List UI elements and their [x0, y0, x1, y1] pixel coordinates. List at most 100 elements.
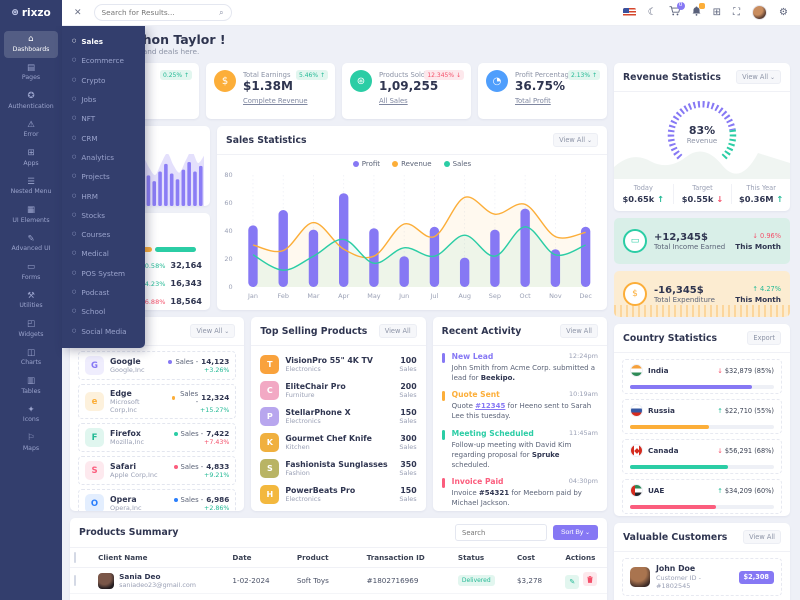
bold-text: Beekipo.: [480, 374, 516, 383]
revenue-gauge: [667, 100, 737, 159]
submenu-item-school[interactable]: ○ School: [62, 302, 145, 321]
notifications-bell-icon[interactable]: [692, 3, 705, 19]
language-flag-icon[interactable]: [622, 8, 636, 17]
sidebar-item-icons[interactable]: ✦ Icons: [4, 402, 58, 429]
submenu-item-ecommerce[interactable]: ○ Ecommerce: [62, 51, 145, 70]
submenu-item-nft[interactable]: ○ NFT: [62, 109, 145, 128]
sidebar-item-widgets[interactable]: ◰ Widgets: [4, 316, 58, 343]
submenu-item-courses[interactable]: ○ Courses: [62, 225, 145, 244]
submenu-item-pos-system[interactable]: ○ POS System: [62, 264, 145, 283]
stat-link[interactable]: All Sales: [379, 97, 408, 105]
submenu-item-jobs[interactable]: ○ Jobs: [62, 90, 145, 109]
sidebar-item-forms[interactable]: ▭ Forms: [4, 259, 58, 286]
sidebar-nav: ⌂ Dashboards ▤ Pages ✪ Authentication ⚠ Error ⊞ A…: [0, 26, 62, 600]
submenu-item-label: HRM: [81, 191, 98, 201]
legend-item-revenue[interactable]: Revenue: [392, 160, 432, 168]
sidebar-item-ui-elements[interactable]: ▦ UI Elements: [4, 202, 58, 229]
app-logo[interactable]: ⊛ rixzo: [0, 0, 62, 26]
view-all-button[interactable]: View All: [560, 324, 598, 338]
country-progress-track: [630, 425, 774, 429]
product-sales-value: 350: [400, 459, 417, 469]
sidebar-item-maps[interactable]: ⚐ Maps: [4, 430, 58, 457]
submenu-item-projects[interactable]: ○ Projects: [62, 167, 145, 186]
sidebar-item-nested-menu[interactable]: ☰ Nested Menu: [4, 174, 58, 201]
activity-title: Invoice Paid 04:30pm: [451, 476, 598, 486]
sidebar-item-apps[interactable]: ⊞ Apps: [4, 145, 58, 172]
export-button[interactable]: Export: [747, 331, 781, 345]
user-avatar[interactable]: [752, 5, 768, 20]
card-title: Recent Activity: [441, 325, 522, 337]
table-search-input[interactable]: [455, 524, 547, 541]
submenu-item-stocks[interactable]: ○ Stocks: [62, 206, 145, 225]
dark-mode-icon[interactable]: ☾: [647, 6, 657, 18]
submenu-item-hrm[interactable]: ○ HRM: [62, 186, 145, 205]
sidebar-item-pages[interactable]: ▤ Pages: [4, 60, 58, 87]
view-all-button[interactable]: View All: [743, 530, 781, 544]
select-all-checkbox[interactable]: [74, 552, 76, 563]
expenditure-amount: -16,345$: [654, 284, 704, 296]
view-all-dropdown[interactable]: View All: [553, 133, 598, 147]
browser-row: F Firefox Mozilla,Inc Sales - 7,422 +7.43%: [78, 423, 237, 452]
stat-link[interactable]: Total Profit: [515, 97, 551, 105]
sidebar-item-utilities[interactable]: ⚒ Utilities: [4, 288, 58, 315]
submenu-item-social-media[interactable]: ○ Social Media: [62, 321, 145, 340]
column-header: Status: [453, 547, 513, 568]
apps-grid-icon[interactable]: ⊞: [712, 6, 722, 18]
view-all-dropdown[interactable]: View All: [190, 324, 236, 338]
submenu-item-podcast[interactable]: ○ Podcast: [62, 283, 145, 302]
expenditure-card: $ -16,345$ Total Expenditure ↑ 4.27% Thi…: [614, 271, 790, 317]
quote-link[interactable]: #12345: [475, 402, 506, 411]
view-all-dropdown[interactable]: View All: [736, 70, 781, 84]
submenu-item-crm[interactable]: ○ CRM: [62, 128, 145, 147]
trend-pct: ↓ 6.88%: [137, 298, 166, 306]
product-list: T VisionPro 55" 4K TV Electronics 100 Sales C…: [251, 346, 425, 511]
legend-item-sales[interactable]: Sales: [443, 160, 471, 168]
submenu-item-label: NFT: [81, 114, 96, 124]
close-icon[interactable]: ✕: [74, 7, 82, 18]
search-input[interactable]: [101, 8, 220, 17]
submenu-item-sales[interactable]: ○ Sales: [62, 32, 145, 51]
edit-icon[interactable]: ✎: [565, 574, 580, 589]
delete-icon[interactable]: [583, 572, 598, 587]
sales-label: Sales -: [180, 429, 204, 438]
advanced-ui-icon: ✎: [27, 233, 35, 244]
card-title: Products Summary: [79, 527, 179, 538]
product-name: StellarPhone X: [285, 407, 351, 417]
activity-marker: [441, 353, 445, 363]
sidebar-item-dashboards[interactable]: ⌂ Dashboards: [4, 31, 58, 58]
row-checkbox[interactable]: [74, 575, 76, 586]
income-pct: ↓ 0.96%: [752, 231, 781, 240]
svg-text:Nov: Nov: [549, 293, 562, 300]
card-title: Country Statistics: [623, 332, 718, 344]
canada-flag-icon: [630, 444, 643, 457]
sort-by-button[interactable]: Sort By: [553, 525, 598, 540]
chart-legend: Profit Revenue Sales: [217, 155, 607, 169]
trend-arrow-icon: ↓: [717, 446, 725, 455]
settings-gear-icon[interactable]: ⚙: [779, 6, 788, 18]
view-all-button[interactable]: View All: [378, 324, 417, 338]
sidebar-item-charts[interactable]: ◫ Charts: [4, 345, 58, 372]
stat-value: 1,09,255: [379, 79, 439, 93]
sales-dot: [171, 395, 176, 400]
stat-link[interactable]: Complete Revenue: [243, 97, 308, 105]
trend-arrow-icon: ↑: [776, 194, 784, 204]
revenue-stat-label: Target: [692, 184, 713, 192]
bullet-icon: ○: [72, 153, 77, 160]
legend-item-profit[interactable]: Profit: [352, 160, 380, 168]
product-sales-value: 200: [400, 381, 417, 391]
products-table: Client Name Date Product Transaction ID Stat…: [70, 547, 607, 594]
submenu-item-crypto[interactable]: ○ Crypto: [62, 71, 145, 90]
fullscreen-icon[interactable]: ⛶: [733, 6, 741, 18]
cart-icon[interactable]: 0: [669, 2, 685, 19]
country-progress-track: [630, 385, 774, 389]
status-badge: Delivered: [457, 575, 495, 586]
sidebar-item-tables[interactable]: ▥ Tables: [4, 373, 58, 400]
trend-arrow-icon: ↑: [657, 194, 665, 204]
sidebar-item-authentication[interactable]: ✪ Authentication: [4, 88, 58, 115]
charts-icon: ◫: [26, 347, 36, 358]
sidebar-item-advanced-ui[interactable]: ✎ Advanced UI: [4, 231, 58, 258]
submenu-item-analytics[interactable]: ○ Analytics: [62, 148, 145, 167]
sidebar-item-error[interactable]: ⚠ Error: [4, 117, 58, 144]
sales-statistics-card: Sales Statistics View All Profit Revenue S…: [217, 126, 607, 310]
submenu-item-medical[interactable]: ○ Medical: [62, 244, 145, 263]
